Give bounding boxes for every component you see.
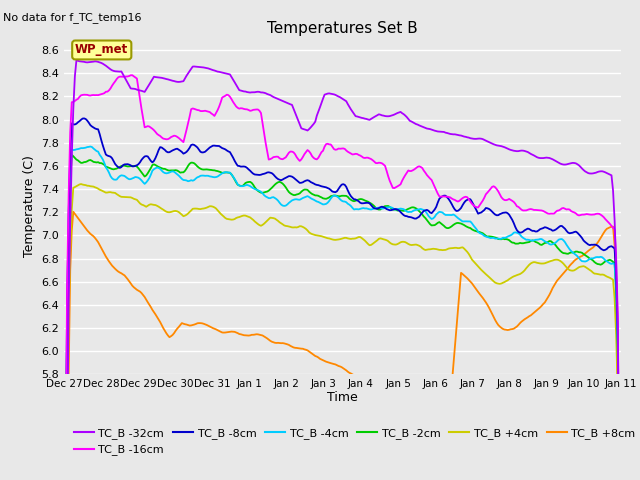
Text: WP_met: WP_met	[75, 44, 129, 57]
Y-axis label: Temperature (C): Temperature (C)	[22, 156, 36, 257]
X-axis label: Time: Time	[327, 391, 358, 404]
Text: No data for f_TC_temp16: No data for f_TC_temp16	[3, 12, 141, 23]
Legend: TC_B -32cm, TC_B -16cm, TC_B -8cm, TC_B -4cm, TC_B -2cm, TC_B +4cm, TC_B +8cm: TC_B -32cm, TC_B -16cm, TC_B -8cm, TC_B …	[70, 424, 640, 460]
Title: Temperatures Set B: Temperatures Set B	[267, 21, 418, 36]
